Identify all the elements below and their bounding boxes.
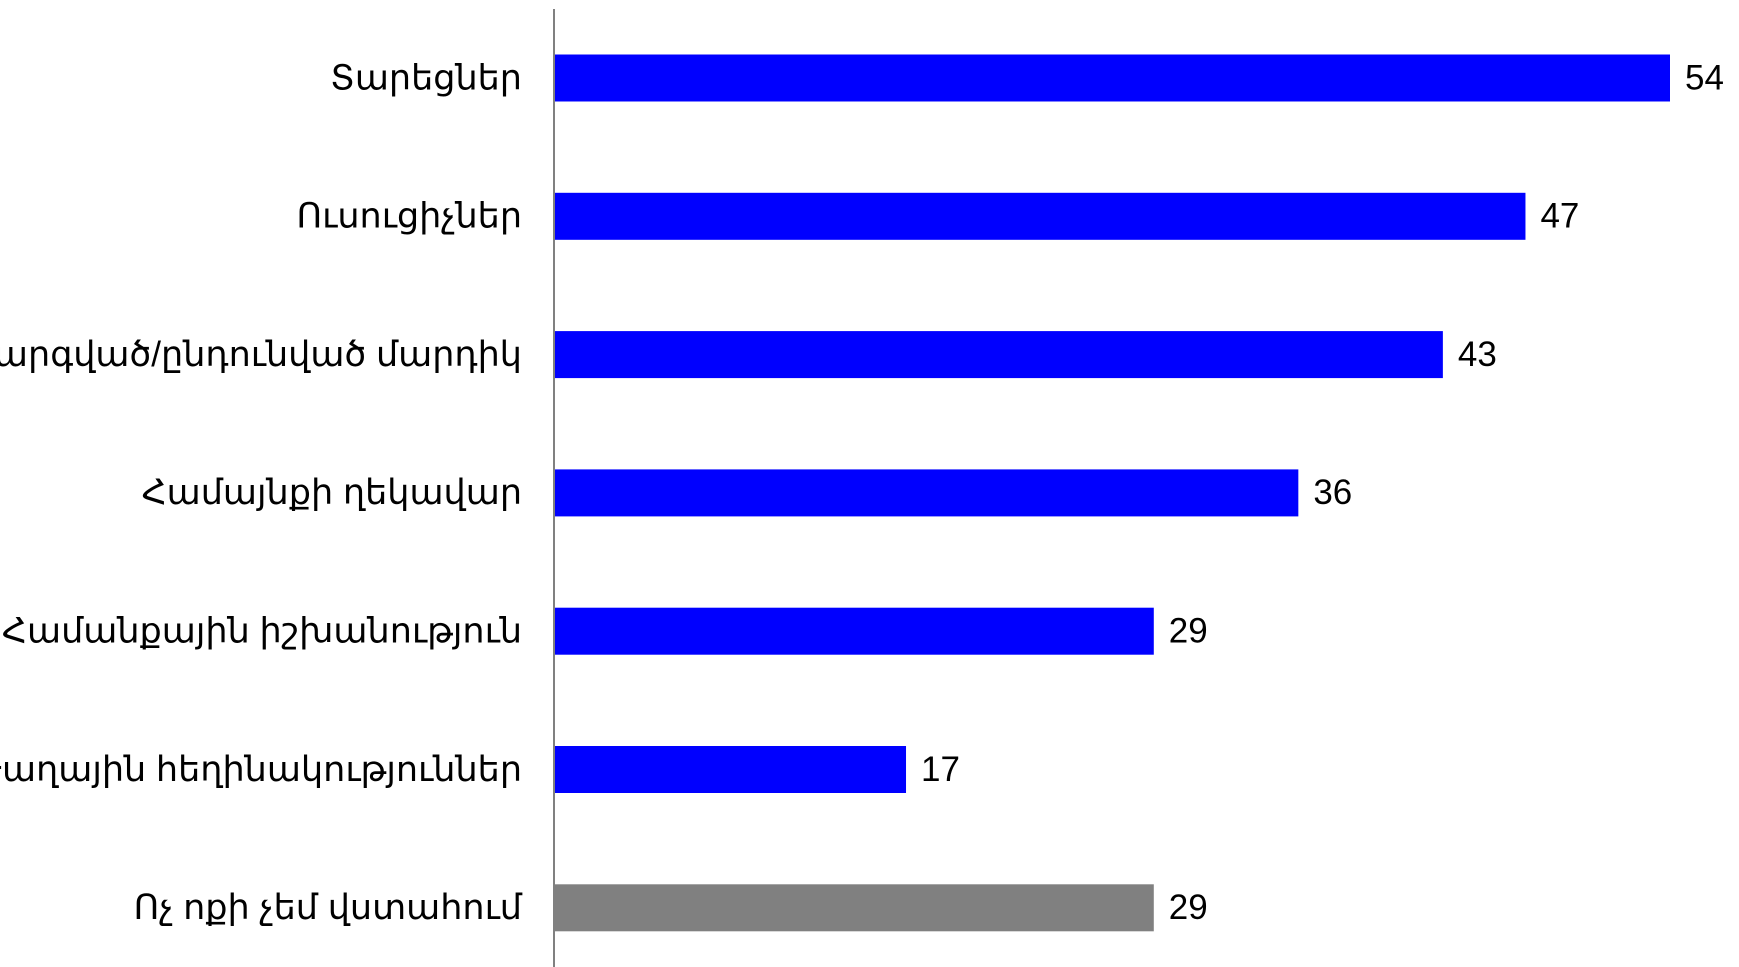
category-label: Ոչ ոքի չեմ վստահում [134,888,523,927]
bar [555,469,1299,517]
value-label: 43 [1458,335,1497,374]
value-label: 17 [921,750,960,789]
bar [555,607,1154,655]
category-label: Թաղային հեղինակություններ [0,750,522,789]
value-label: 29 [1169,888,1208,927]
value-label: 29 [1169,611,1208,650]
value-label: 54 [1685,58,1724,97]
bar [555,746,907,793]
value-label: 47 [1540,197,1579,236]
category-label: Հարգված/ընդունված մարդիկ [0,335,522,374]
category-label: Համանքային իշխանություն [2,611,522,650]
category-label: Տարեցներ [330,58,522,97]
category-label: Համայնքի ղեկավար [142,473,522,512]
bar [555,192,1526,240]
value-label: 36 [1313,473,1352,512]
bar [555,884,1154,932]
bar [555,54,1670,102]
category-label: Ուսուցիչներ [297,197,522,236]
bar [555,331,1443,379]
